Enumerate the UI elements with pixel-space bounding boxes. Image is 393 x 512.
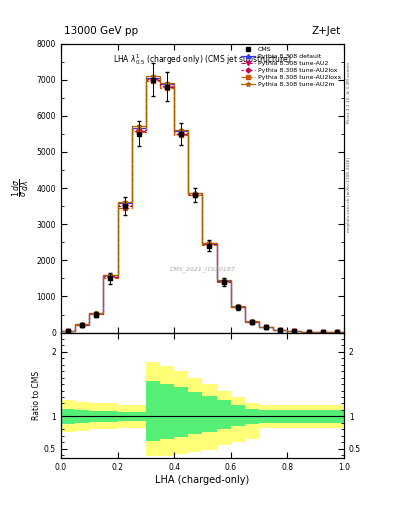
Text: mcplots.cern.ch [arXiv:1306.3436]: mcplots.cern.ch [arXiv:1306.3436] bbox=[347, 157, 351, 232]
X-axis label: LHA (charged-only): LHA (charged-only) bbox=[155, 475, 250, 485]
Text: CMS_2021_I1920187: CMS_2021_I1920187 bbox=[169, 266, 235, 272]
Legend: CMS, Pythia 8.308 default, Pythia 8.308 tune-AU2, Pythia 8.308 tune-AU2lox, Pyth: CMS, Pythia 8.308 default, Pythia 8.308 … bbox=[240, 46, 342, 88]
Text: Rivet 3.1.10, ≥ 3.3M events: Rivet 3.1.10, ≥ 3.3M events bbox=[347, 61, 351, 123]
Y-axis label: $\frac{1}{\sigma}\frac{d\sigma}{d\lambda}$: $\frac{1}{\sigma}\frac{d\sigma}{d\lambda… bbox=[11, 179, 32, 197]
Text: LHA $\lambda^{1}_{0.5}$ (charged only) (CMS jet substructure): LHA $\lambda^{1}_{0.5}$ (charged only) (… bbox=[113, 52, 292, 67]
Y-axis label: Ratio to CMS: Ratio to CMS bbox=[32, 371, 41, 420]
Text: Z+Jet: Z+Jet bbox=[312, 26, 341, 36]
Text: 13000 GeV pp: 13000 GeV pp bbox=[64, 26, 138, 36]
